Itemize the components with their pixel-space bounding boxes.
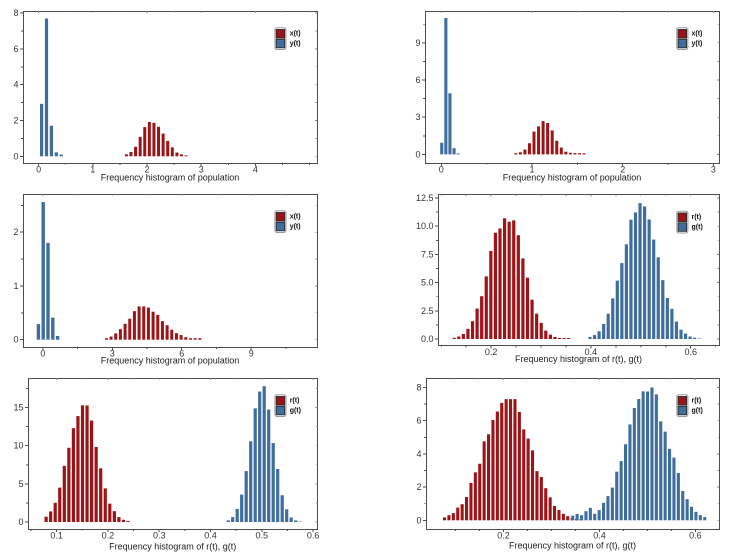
svg-text:4: 4 — [416, 449, 421, 459]
svg-text:r(t): r(t) — [692, 214, 702, 221]
svg-text:0.6: 0.6 — [307, 530, 320, 540]
svg-text:8: 8 — [416, 383, 421, 393]
svg-text:Frequency histogram of populat: Frequency histogram of population — [101, 356, 240, 366]
svg-text:0.4: 0.4 — [593, 530, 606, 540]
svg-text:r(t): r(t) — [290, 398, 300, 405]
svg-text:Frequency histogram of r(t), g: Frequency histogram of r(t), g(t) — [509, 541, 636, 551]
svg-text:0: 0 — [13, 335, 18, 345]
svg-text:y(t): y(t) — [290, 223, 301, 230]
svg-text:g(t): g(t) — [692, 407, 703, 414]
svg-text:0.2: 0.2 — [497, 530, 510, 540]
svg-text:10: 10 — [13, 441, 23, 451]
svg-text:10.0: 10.0 — [416, 221, 434, 231]
svg-text:x(t): x(t) — [290, 214, 301, 221]
svg-text:15: 15 — [13, 403, 23, 413]
svg-text:0.6: 0.6 — [684, 347, 697, 357]
svg-text:3: 3 — [711, 164, 716, 174]
svg-text:1: 1 — [13, 281, 18, 291]
svg-text:0: 0 — [416, 515, 421, 525]
svg-text:Frequency histogram of r(t), g: Frequency histogram of r(t), g(t) — [515, 354, 642, 364]
svg-text:2: 2 — [416, 482, 421, 492]
svg-text:y(t): y(t) — [692, 40, 703, 47]
svg-text:y(t): y(t) — [290, 40, 301, 47]
svg-text:6: 6 — [415, 75, 420, 85]
svg-text:3: 3 — [415, 112, 420, 122]
svg-text:x(t): x(t) — [290, 31, 301, 38]
svg-text:0: 0 — [40, 348, 45, 358]
svg-text:0.2: 0.2 — [485, 347, 498, 357]
svg-text:r(t): r(t) — [692, 398, 702, 405]
svg-text:0.4: 0.4 — [204, 530, 217, 540]
svg-text:0: 0 — [13, 151, 18, 161]
svg-text:4: 4 — [253, 164, 258, 174]
svg-text:0.2: 0.2 — [102, 530, 115, 540]
svg-text:8: 8 — [13, 8, 18, 18]
svg-text:2: 2 — [620, 164, 625, 174]
svg-text:Frequency histogram of populat: Frequency histogram of population — [503, 173, 642, 183]
svg-text:5.0: 5.0 — [421, 278, 434, 288]
svg-text:Frequency histogram of r(t), g: Frequency histogram of r(t), g(t) — [109, 542, 236, 552]
svg-text:2: 2 — [13, 227, 18, 237]
svg-text:7.5: 7.5 — [421, 249, 434, 259]
svg-text:0: 0 — [415, 149, 420, 159]
svg-text:2: 2 — [144, 164, 149, 174]
svg-text:1: 1 — [529, 164, 534, 174]
svg-text:6: 6 — [13, 44, 18, 54]
svg-text:0.4: 0.4 — [585, 347, 598, 357]
svg-text:Frequency histogram of populat: Frequency histogram of population — [101, 173, 240, 183]
svg-text:6: 6 — [416, 416, 421, 426]
svg-text:g(t): g(t) — [290, 407, 301, 414]
svg-text:0: 0 — [36, 164, 41, 174]
svg-text:0.1: 0.1 — [50, 530, 63, 540]
svg-text:1: 1 — [90, 164, 95, 174]
svg-text:0.3: 0.3 — [153, 530, 166, 540]
svg-text:0.5: 0.5 — [256, 530, 269, 540]
svg-text:x(t): x(t) — [692, 31, 703, 38]
svg-text:0.0: 0.0 — [421, 334, 434, 344]
svg-text:12.5: 12.5 — [416, 193, 434, 203]
svg-text:9: 9 — [249, 348, 254, 358]
svg-text:4: 4 — [13, 80, 18, 90]
svg-text:0: 0 — [439, 164, 444, 174]
svg-text:2.5: 2.5 — [421, 306, 434, 316]
svg-text:2: 2 — [13, 116, 18, 126]
svg-text:6: 6 — [179, 348, 184, 358]
svg-text:5: 5 — [18, 479, 23, 489]
svg-text:0.6: 0.6 — [689, 530, 702, 540]
svg-text:3: 3 — [199, 164, 204, 174]
svg-text:0: 0 — [18, 517, 23, 527]
svg-text:g(t): g(t) — [692, 224, 703, 231]
svg-text:3: 3 — [110, 348, 115, 358]
svg-text:9: 9 — [415, 38, 420, 48]
